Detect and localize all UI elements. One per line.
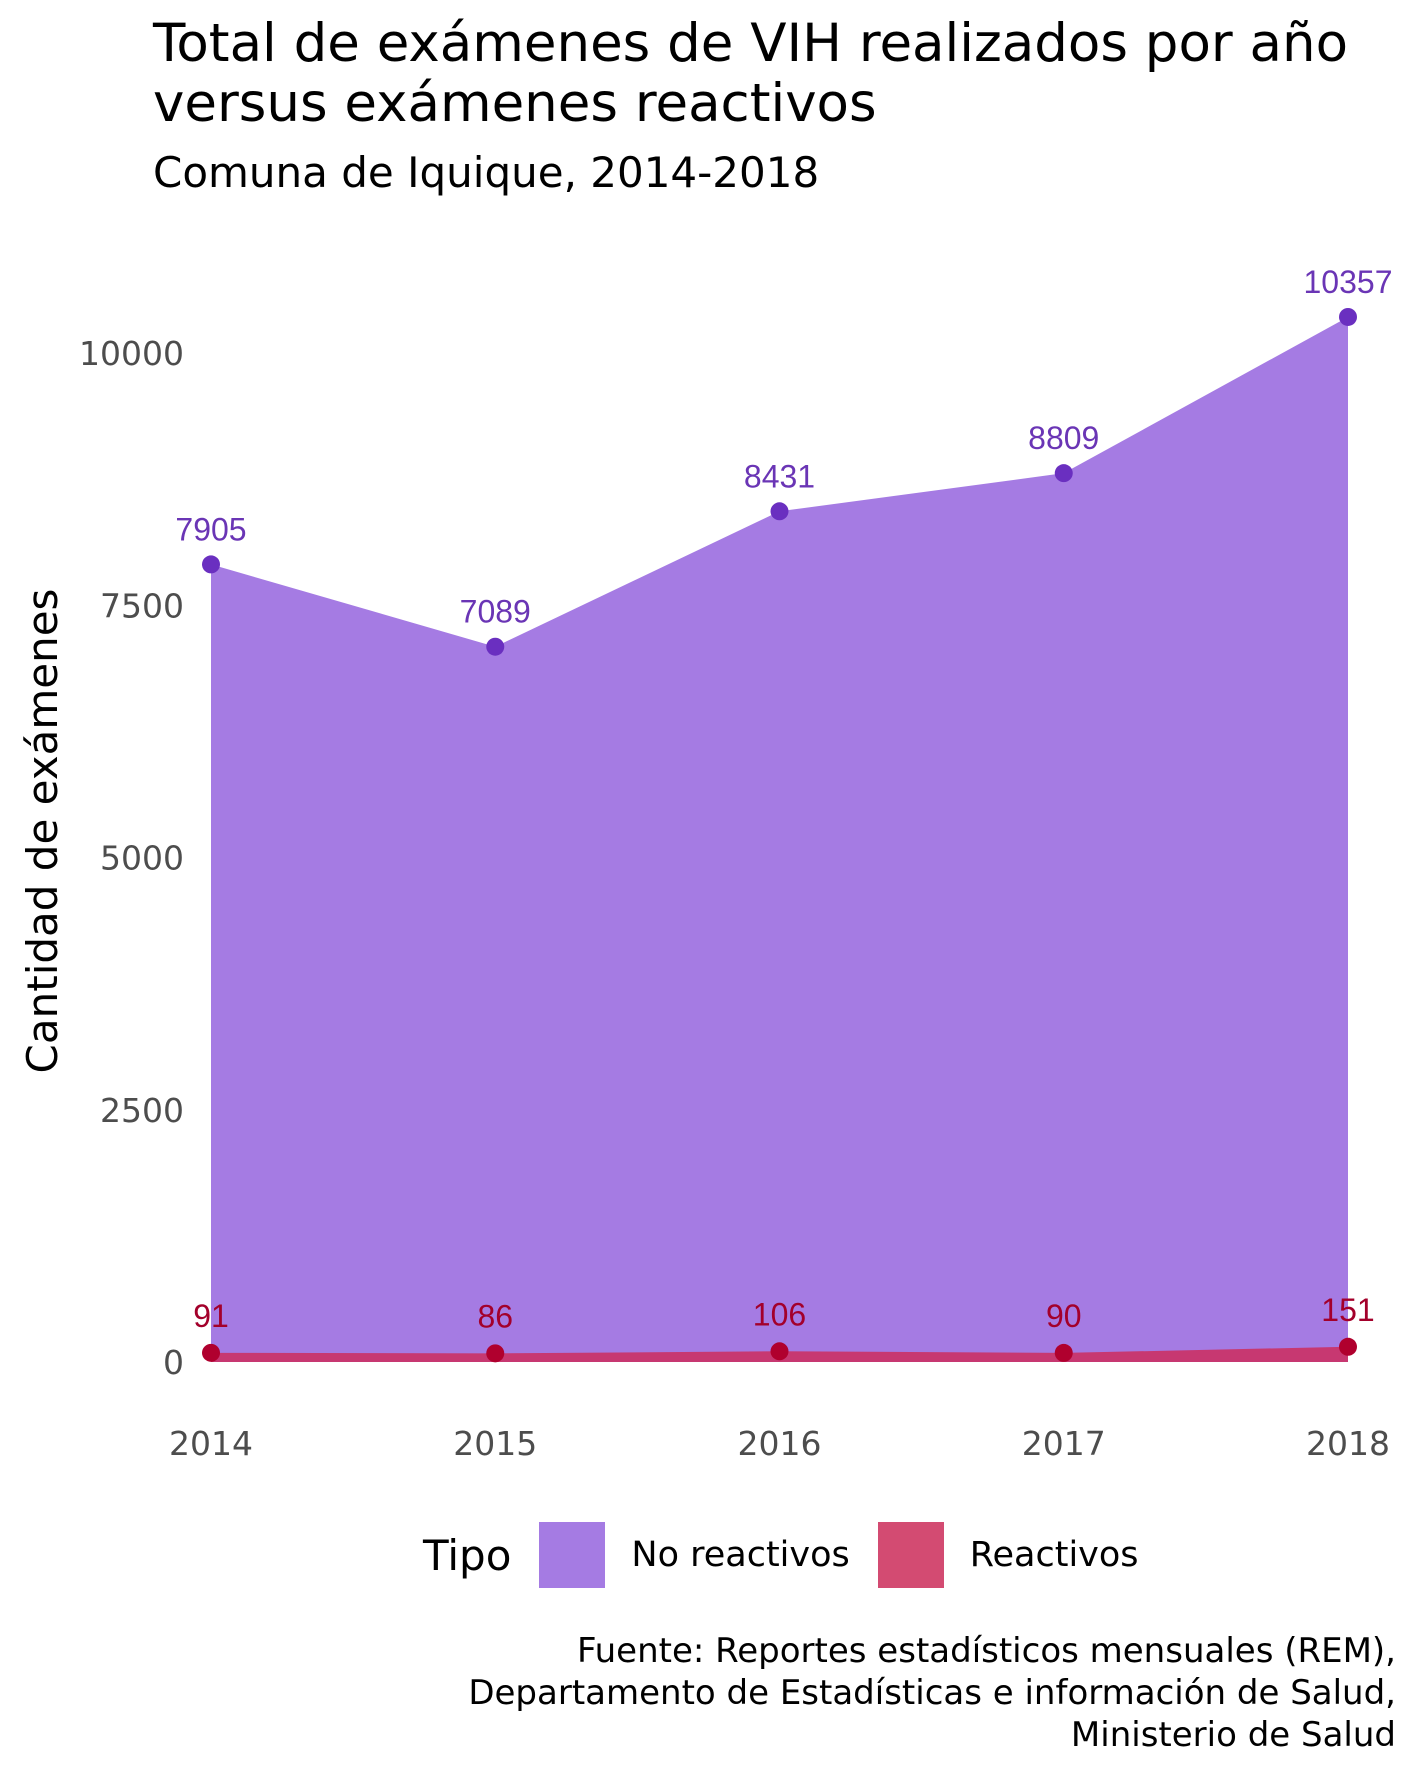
point-reactivos-2017 [1054,1343,1073,1362]
data-label-no-reactivos-2015: 7089 [460,594,531,630]
y-axis-label: Cantidad de exámenes [18,589,67,1074]
point-reactivos-2016 [770,1342,789,1361]
area-no-reactivos [211,316,1348,1362]
x-tick-label-2016: 2016 [738,1424,822,1463]
x-tick-label-2014: 2014 [169,1424,253,1463]
caption-line-2: Departamento de Estadísticas e informaci… [468,1673,1396,1713]
point-layer [202,307,1357,1363]
data-label-no-reactivos-2018: 10357 [1304,264,1393,300]
data-label-reactivos-2015: 86 [477,1298,513,1334]
legend-label-reactivos: Reactivos [969,1535,1139,1575]
data-label-reactivos-2014: 91 [193,1298,229,1334]
data-label-reactivos-2016: 106 [753,1296,806,1332]
x-tick-label-2015: 2015 [453,1424,537,1463]
point-no-reactivos-2018 [1339,307,1357,326]
caption-line-3: Ministerio de Salud [1070,1715,1396,1755]
data-label-reactivos-2017: 90 [1046,1298,1082,1334]
y-tick-label-10000: 10000 [79,334,184,373]
data-label-no-reactivos-2016: 8431 [744,458,815,494]
x-tick-label-2017: 2017 [1022,1424,1106,1463]
point-no-reactivos-2015 [486,637,505,656]
point-reactivos-2018 [1339,1337,1357,1356]
legend-key-reactivos [877,1522,944,1588]
point-no-reactivos-2017 [1054,464,1073,483]
y-tick-label-7500: 7500 [100,586,184,625]
x-tick-label-2018: 2018 [1306,1424,1390,1463]
data-label-reactivos-2018: 151 [1321,1292,1374,1328]
y-tick-label-2500: 2500 [100,1091,184,1130]
y-axis-ticks: 0 2500 5000 7500 10000 [79,334,184,1382]
y-tick-label-5000: 5000 [100,839,184,878]
point-reactivos-2015 [486,1344,505,1363]
y-tick-label-0: 0 [163,1343,184,1382]
point-reactivos-2014 [202,1343,220,1362]
chart-title: Total de exámenes de VIH realizados por … [153,13,1349,134]
legend-label-no-reactivos: No reactivos [631,1535,850,1575]
caption-line-1: Fuente: Reportes estadísticos mensuales … [576,1631,1396,1671]
x-axis-ticks: 2014 2015 2016 2017 2018 [169,1424,1390,1463]
data-label-no-reactivos-2014: 7905 [175,511,246,547]
source-caption: Fuente: Reportes estadísticos mensuales … [468,1630,1396,1756]
legend: Tipo No reactivos Reactivos [423,1522,1167,1588]
data-label-layer: 7905 7089 8431 8809 10357 91 86 106 90 151 [175,264,1392,1334]
legend-key-no-reactivos [539,1522,606,1588]
chart-subtitle: Comuna de Iquique, 2014-2018 [153,148,820,197]
point-no-reactivos-2016 [770,502,789,521]
data-label-no-reactivos-2017: 8809 [1028,420,1099,456]
point-no-reactivos-2014 [202,555,220,574]
legend-title: Tipo [423,1530,512,1580]
